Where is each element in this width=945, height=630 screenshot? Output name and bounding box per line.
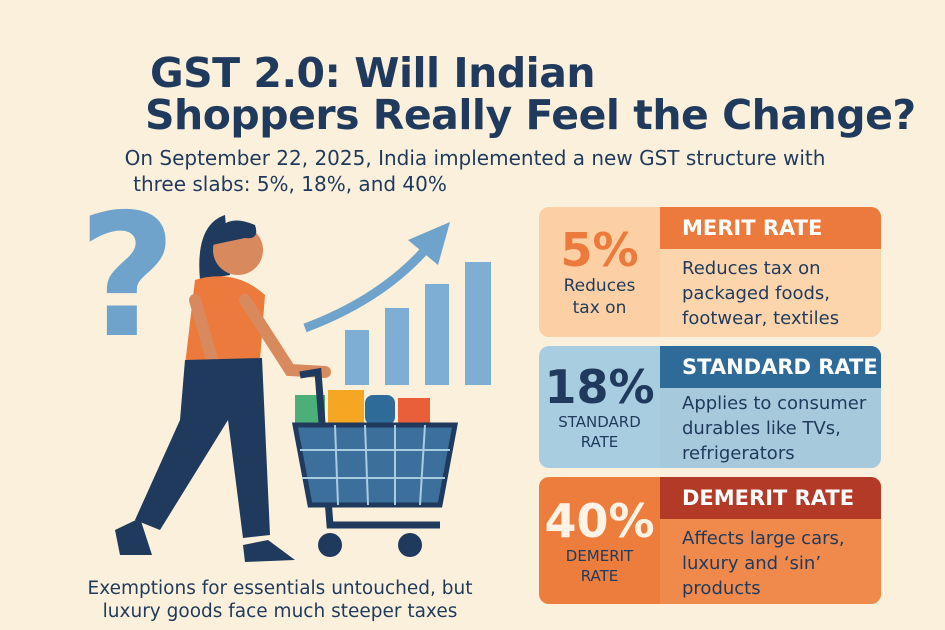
rate-label-2: RATE <box>580 433 619 451</box>
merit-rate-card: 5% Reduces tax on MERIT RATE Reduces tax… <box>539 207 881 337</box>
rate-label-1: Reduces <box>563 276 636 296</box>
rate-header: DEMERIT RATE <box>660 477 881 519</box>
rate-desc-1: Reduces tax on <box>682 258 821 279</box>
footer-line-1: Exemptions for essentials untouched, but <box>87 578 473 599</box>
rate-label-1: STANDARD <box>558 413 641 431</box>
rate-desc-1: Affects large cars, <box>682 528 845 549</box>
rate-percent: 40% <box>544 493 655 548</box>
rate-label-1: DEMERIT <box>565 546 634 565</box>
rate-desc-2: durables like TVs, <box>682 418 841 439</box>
title-line-2: Shoppers Really Feel the Change? <box>145 91 916 139</box>
rate-percent: 5% <box>560 223 639 277</box>
svg-text:?: ? <box>78 178 177 376</box>
rate-desc-1: Applies to consumer <box>682 393 867 414</box>
rate-label-2: tax on <box>572 298 627 318</box>
subtitle-line-1: On September 22, 2025, India implemented… <box>124 146 826 170</box>
rate-header: STANDARD RATE <box>660 346 881 388</box>
rate-desc-3: refrigerators <box>682 443 795 464</box>
rate-label-2: RATE <box>580 566 619 585</box>
rate-header: MERIT RATE <box>660 207 881 249</box>
rising-bar-chart-icon <box>303 222 491 385</box>
rate-desc-2: packaged foods, <box>682 283 831 304</box>
standard-rate-card: 18% STANDARD RATE STANDARD RATE Applies … <box>539 346 881 468</box>
footer-line-2: luxury goods face much steeper taxes <box>102 601 458 622</box>
footer-note: Exemptions for essentials untouched, but… <box>30 577 530 623</box>
shopping-cart-icon <box>291 367 459 557</box>
demerit-rate-card: 40% DEMERIT RATE DEMERIT RATE Affects la… <box>539 477 881 604</box>
rate-desc-3: footwear, textiles <box>682 308 840 329</box>
question-mark-icon: ? <box>78 178 177 376</box>
title-line-1: GST 2.0: Will Indian <box>150 49 596 97</box>
rate-desc-3: products <box>682 578 761 599</box>
rate-percent: 18% <box>544 360 655 414</box>
illustration: ? <box>78 178 491 562</box>
subtitle-line-2: three slabs: 5%, 18%, and 40% <box>133 172 447 196</box>
rate-desc-2: luxury and ‘sin’ <box>682 553 822 574</box>
